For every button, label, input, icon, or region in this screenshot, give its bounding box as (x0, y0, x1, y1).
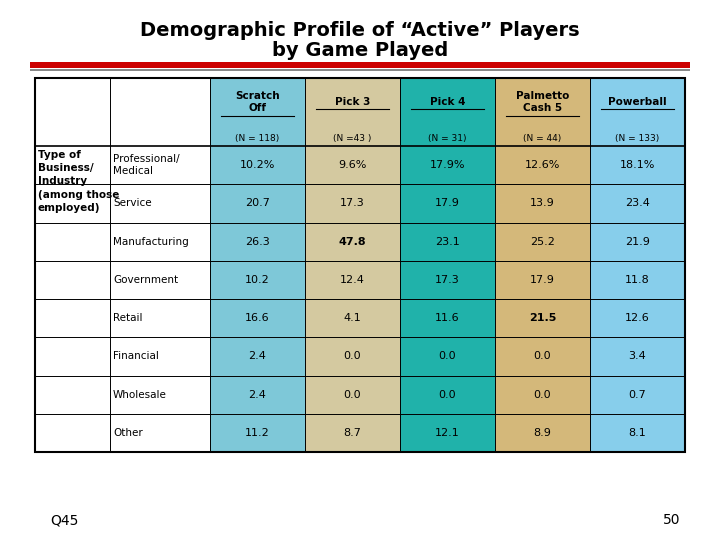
Text: 17.3: 17.3 (435, 275, 460, 285)
Text: 20.7: 20.7 (245, 198, 270, 208)
Text: 0.0: 0.0 (534, 352, 552, 361)
Text: 12.1: 12.1 (435, 428, 460, 438)
Text: Other: Other (113, 428, 143, 438)
Text: 23.1: 23.1 (435, 237, 460, 247)
Text: Q45: Q45 (50, 513, 78, 527)
Text: 0.0: 0.0 (438, 390, 456, 400)
Text: (N =43 ): (N =43 ) (333, 133, 372, 143)
Text: 8.1: 8.1 (629, 428, 647, 438)
Text: 18.1%: 18.1% (620, 160, 655, 170)
Text: 17.9: 17.9 (435, 198, 460, 208)
Bar (30, 69, 690, 71)
Text: 10.2: 10.2 (245, 275, 270, 285)
Text: 0.7: 0.7 (629, 390, 647, 400)
Text: 47.8: 47.8 (338, 237, 366, 247)
Text: 17.3: 17.3 (340, 198, 365, 208)
Text: 23.4: 23.4 (625, 198, 650, 208)
Text: 12.4: 12.4 (340, 275, 365, 285)
Text: by Game Played: by Game Played (272, 40, 448, 59)
Text: 0.0: 0.0 (534, 390, 552, 400)
Text: 21.5: 21.5 (528, 313, 556, 323)
Text: 13.9: 13.9 (530, 198, 555, 208)
Text: 3.4: 3.4 (629, 352, 647, 361)
Text: (N = 133): (N = 133) (616, 133, 660, 143)
Text: 0.0: 0.0 (343, 352, 361, 361)
Text: 21.9: 21.9 (625, 237, 650, 247)
Text: 12.6: 12.6 (625, 313, 650, 323)
Text: 10.2%: 10.2% (240, 160, 275, 170)
Text: Powerball: Powerball (608, 97, 667, 107)
Text: 9.6%: 9.6% (338, 160, 366, 170)
Text: 8.9: 8.9 (534, 428, 552, 438)
Text: (N = 44): (N = 44) (523, 133, 562, 143)
Bar (30, 62, 690, 68)
Text: Pick 3: Pick 3 (335, 97, 370, 107)
Text: 17.9%: 17.9% (430, 160, 465, 170)
Bar (400, 78, 495, 452)
Text: Government: Government (113, 275, 178, 285)
Text: 50: 50 (662, 513, 680, 527)
Text: Professional/
Medical: Professional/ Medical (113, 154, 179, 176)
Text: Service: Service (113, 198, 152, 208)
Text: 2.4: 2.4 (248, 352, 266, 361)
Text: (N = 118): (N = 118) (235, 133, 279, 143)
Bar (495, 78, 590, 452)
Bar (210, 78, 305, 452)
Text: (N = 31): (N = 31) (428, 133, 467, 143)
Text: 0.0: 0.0 (438, 352, 456, 361)
Text: 16.6: 16.6 (246, 313, 270, 323)
Bar (305, 78, 400, 452)
Text: 25.2: 25.2 (530, 237, 555, 247)
Text: 17.9: 17.9 (530, 275, 555, 285)
Bar (35, 78, 685, 452)
Text: Pick 4: Pick 4 (430, 97, 465, 107)
Text: Palmetto
Cash 5: Palmetto Cash 5 (516, 91, 570, 113)
Text: 12.6%: 12.6% (525, 160, 560, 170)
Text: 2.4: 2.4 (248, 390, 266, 400)
Text: Demographic Profile of “Active” Players: Demographic Profile of “Active” Players (140, 21, 580, 39)
Text: 11.8: 11.8 (625, 275, 650, 285)
Text: Type of
Business/
Industry
(among those
employed): Type of Business/ Industry (among those … (38, 150, 120, 213)
Text: 0.0: 0.0 (343, 390, 361, 400)
Text: 26.3: 26.3 (245, 237, 270, 247)
Text: Manufacturing: Manufacturing (113, 237, 189, 247)
Text: Scratch
Off: Scratch Off (235, 91, 280, 113)
Text: Retail: Retail (113, 313, 143, 323)
Text: Wholesale: Wholesale (113, 390, 167, 400)
Text: 11.6: 11.6 (435, 313, 460, 323)
Bar (590, 78, 685, 452)
Text: 4.1: 4.1 (343, 313, 361, 323)
Text: 8.7: 8.7 (343, 428, 361, 438)
Text: 11.2: 11.2 (245, 428, 270, 438)
Text: Financial: Financial (113, 352, 159, 361)
